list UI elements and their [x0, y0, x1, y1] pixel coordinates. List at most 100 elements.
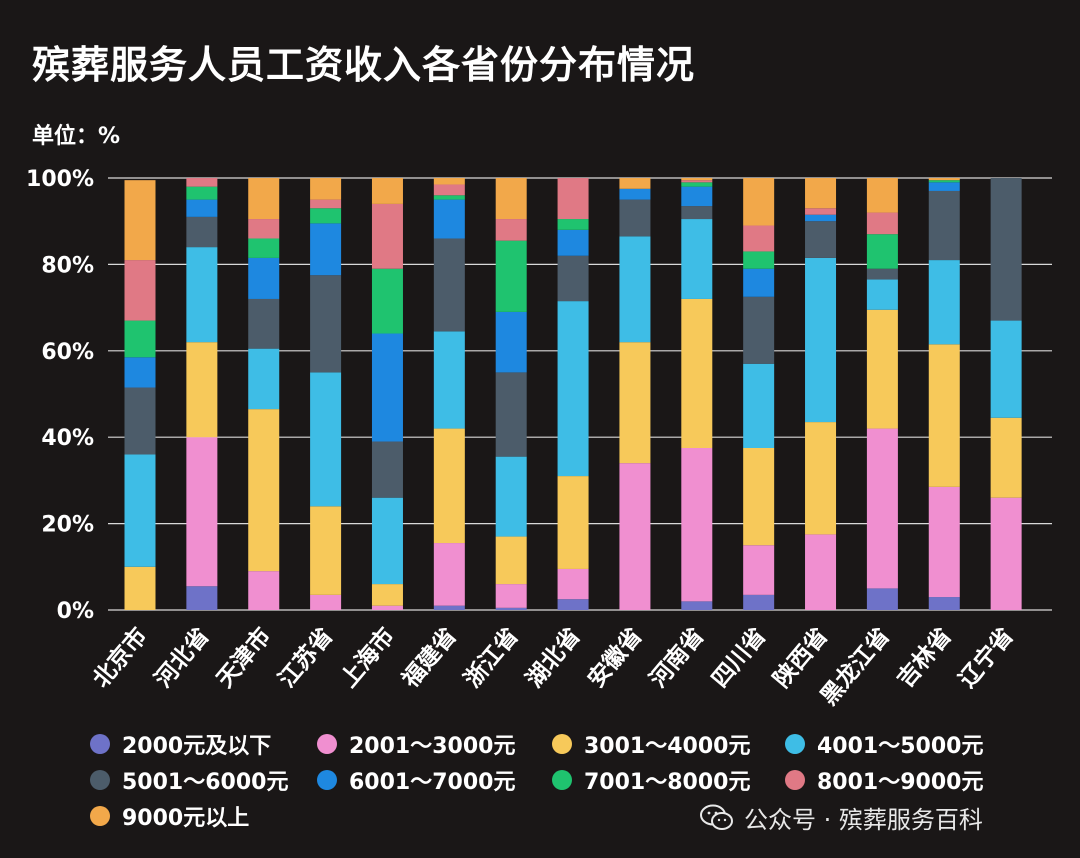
- legend-label: 4001～5000元: [817, 734, 984, 759]
- legend-item: 7001～8000元: [552, 764, 750, 796]
- legend-item: 2000元及以下: [90, 728, 271, 760]
- bar-segment: [805, 214, 837, 222]
- bar-segment: [248, 409, 280, 572]
- bar-segment: [310, 594, 342, 610]
- legend-swatch: [552, 734, 572, 754]
- bar-segment: [805, 178, 837, 209]
- bar-segment: [248, 219, 280, 239]
- bar-segment: [248, 298, 280, 349]
- bar-segment: [990, 178, 1022, 321]
- y-tick-label: 60%: [41, 340, 94, 365]
- bar-segment: [186, 247, 218, 343]
- bar-segment: [619, 199, 651, 237]
- bar-segment: [866, 178, 898, 213]
- bar-segment: [124, 357, 156, 388]
- bar-segment: [186, 178, 218, 187]
- bar-segment: [248, 348, 280, 410]
- bar-segment: [371, 203, 403, 269]
- x-tick-label: 浙江省: [460, 623, 524, 693]
- bar-segment: [743, 594, 775, 610]
- bar-segment: [310, 372, 342, 507]
- legend-label: 3001～4000元: [584, 734, 751, 759]
- bars: [124, 178, 1022, 610]
- bar-segment: [805, 208, 837, 215]
- bar-segment: [433, 178, 465, 185]
- y-tick-label: 0%: [57, 599, 94, 624]
- bar-segment: [866, 309, 898, 429]
- bar-segment: [433, 238, 465, 332]
- y-tick-label: 100%: [26, 167, 94, 192]
- x-axis-ticks: 北京市河北省天津市江苏省上海市福建省浙江省湖北省安徽省河南省四川省陕西省黑龙江省…: [88, 623, 1019, 711]
- bar-segment: [186, 199, 218, 217]
- x-tick-label: 江苏省: [274, 623, 338, 693]
- bar-segment: [928, 190, 960, 261]
- bar-segment: [743, 545, 775, 595]
- bar-segment: [186, 586, 218, 610]
- legend-item: 3001～4000元: [552, 728, 750, 760]
- bar-segment: [928, 182, 960, 191]
- bar-segment: [557, 476, 589, 569]
- bar-segment: [310, 199, 342, 209]
- bar-segment: [124, 320, 156, 358]
- bar-segment: [681, 601, 713, 610]
- legend-item: 9000元以上: [90, 800, 249, 832]
- bar-segment: [805, 422, 837, 535]
- legend-item: 6001～7000元: [317, 764, 515, 796]
- bar-segment: [248, 571, 280, 610]
- bar-segment: [124, 454, 156, 567]
- x-tick-label: 福建省: [397, 623, 462, 693]
- bar-segment: [433, 199, 465, 239]
- bar-segment: [124, 260, 156, 321]
- bar-segment: [495, 456, 527, 537]
- bar-segment: [371, 441, 403, 498]
- bar-segment: [371, 268, 403, 334]
- bar-segment: [928, 178, 960, 181]
- x-tick-label: 天津市: [211, 623, 276, 693]
- bar-segment: [928, 486, 960, 598]
- bar-segment: [557, 178, 589, 220]
- wechat-icon: [700, 804, 733, 830]
- bar-segment: [248, 178, 280, 220]
- x-tick-label: 吉林省: [892, 623, 957, 693]
- legend-item: 2001～3000元: [317, 728, 515, 760]
- bar-segment: [681, 448, 713, 602]
- watermark: 公众号 · 殡葬服务百科: [700, 800, 983, 835]
- bar-segment: [619, 178, 651, 189]
- bar-segment: [866, 428, 898, 589]
- bar-segment: [433, 428, 465, 544]
- legend-swatch: [785, 770, 805, 790]
- bar-segment: [124, 566, 156, 610]
- bar-segment: [681, 182, 713, 187]
- bar-segment: [557, 599, 589, 610]
- legend-swatch: [785, 734, 805, 754]
- bar-segment: [990, 497, 1022, 610]
- y-tick-label: 20%: [41, 513, 94, 538]
- legend-swatch: [90, 734, 110, 754]
- bar-segment: [928, 597, 960, 610]
- bar-segment: [186, 342, 218, 438]
- bar-segment: [310, 208, 342, 224]
- legend-label: 9000元以上: [122, 806, 250, 831]
- bar-segment: [866, 212, 898, 235]
- bar-segment: [371, 497, 403, 585]
- bar-segment: [310, 178, 342, 200]
- legend-label: 2000元及以下: [122, 734, 272, 759]
- bar-segment: [557, 568, 589, 600]
- bar-segment: [805, 257, 837, 423]
- bar-segment: [371, 178, 403, 204]
- bar-segment: [681, 206, 713, 220]
- y-axis-ticks: 0% 20% 40% 60% 80% 100%: [26, 167, 94, 624]
- bar-segment: [619, 188, 651, 200]
- bar-segment: [681, 186, 713, 207]
- bar-segment: [866, 588, 898, 610]
- x-tick-label: 陕西省: [768, 623, 833, 693]
- bar-segment: [743, 448, 775, 546]
- bar-segment: [433, 605, 465, 610]
- bar-segment: [371, 584, 403, 606]
- x-tick-label: 河南省: [645, 623, 709, 693]
- bar-segment: [310, 223, 342, 276]
- legend-item: 8001～9000元: [785, 764, 983, 796]
- bar-segment: [805, 534, 837, 610]
- bar-segment: [557, 229, 589, 256]
